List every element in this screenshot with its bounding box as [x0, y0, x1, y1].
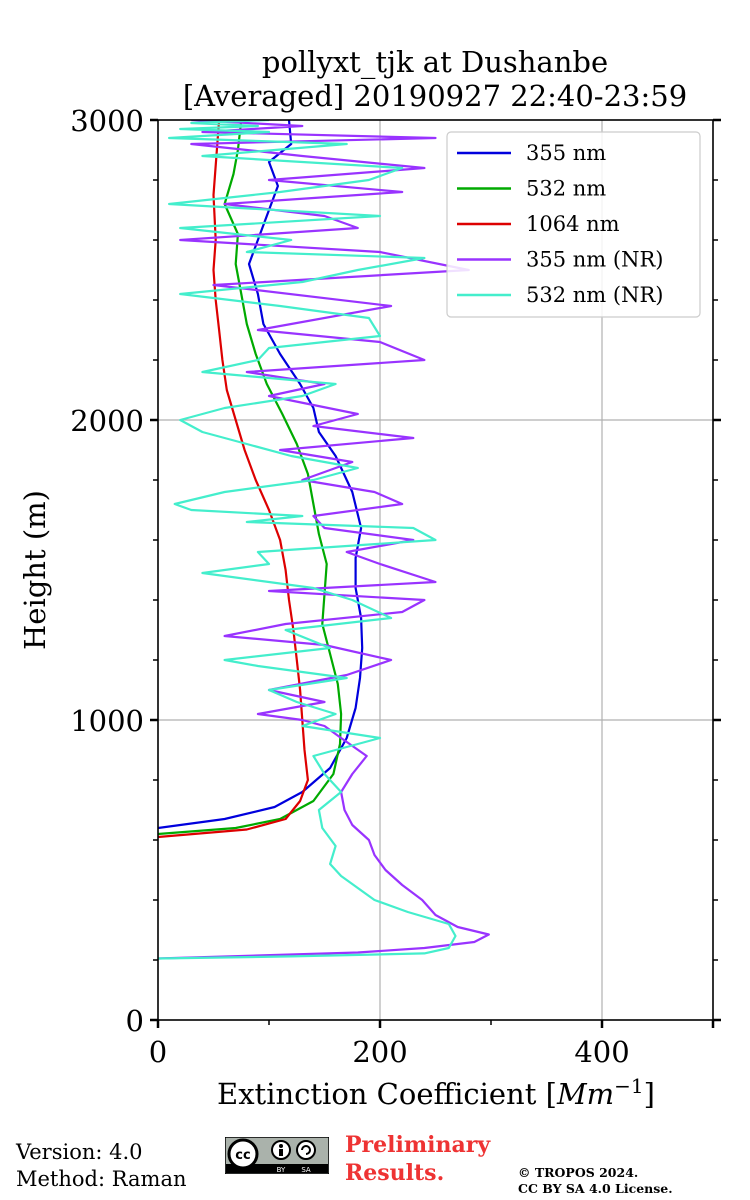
legend-box	[446, 131, 701, 318]
chart-subtitle: [Averaged] 20190927 22:40-23:59	[183, 79, 687, 113]
x-tick-label: 0	[149, 1035, 167, 1069]
series-line-2	[158, 120, 309, 839]
x-axis-label: Extinction Coefficient [Mm−1]	[217, 1074, 655, 1111]
legend-label: 355 nm	[526, 141, 606, 165]
by-text: BY	[277, 1166, 286, 1174]
cc-text: cc	[235, 1148, 250, 1163]
x-axis-label-text: Extinction Coefficient	[217, 1077, 537, 1111]
cc-by-sa-license-icon: cc BY SA	[225, 1137, 329, 1174]
preliminary-line1: Preliminary	[345, 1132, 491, 1158]
legend-label: 532 nm	[526, 177, 606, 201]
preliminary-line2: Results.	[345, 1160, 445, 1186]
axes-frame	[157, 119, 714, 1021]
chart-title: pollyxt_tjk at Dushanbe	[262, 45, 608, 80]
x-tick-label: 400	[574, 1035, 629, 1069]
preliminary-results-label: Preliminary Results.	[345, 1131, 490, 1187]
y-tick-label: 2000	[70, 404, 144, 438]
copyright-notice: © TROPOS 2024. CC BY SA 4.0 License.	[518, 1165, 673, 1197]
y-tick-label: 1000	[70, 704, 144, 738]
version-text: Version: 4.0	[16, 1140, 143, 1164]
legend-label: 532 nm (NR)	[526, 283, 663, 307]
footer-version-info: Version: 4.0 Method: Raman	[16, 1139, 187, 1193]
extinction-chart: pollyxt_tjk at Dushanbe [Averaged] 20190…	[18, 45, 721, 1111]
series-line-4	[158, 120, 457, 960]
series-line-3	[158, 120, 490, 960]
legend: 355 nm 532 nm 1064 nm 355 nm (NR) 532 nm (NR…	[446, 131, 701, 318]
x-axis-unit-exp: −1	[614, 1074, 643, 1098]
method-text: Method: Raman	[16, 1167, 187, 1191]
legend-label: 355 nm (NR)	[526, 248, 663, 272]
sa-text: SA	[301, 1166, 311, 1174]
plot-frame	[157, 119, 714, 1021]
copyright-line1: © TROPOS 2024.	[518, 1165, 639, 1180]
y-axis-label: Height (m)	[18, 490, 52, 650]
y-tick-label: 3000	[70, 104, 144, 138]
axis-ticks: 0 200 400 0 1000 2000 3000	[70, 104, 721, 1069]
y-tick-label: 0	[126, 1004, 144, 1038]
x-axis-unit: Mm	[556, 1077, 614, 1111]
x-tick-label: 200	[352, 1035, 407, 1069]
copyright-line2: CC BY SA 4.0 License.	[518, 1181, 673, 1196]
series-lines	[158, 120, 490, 960]
legend-label: 1064 nm	[526, 212, 620, 236]
